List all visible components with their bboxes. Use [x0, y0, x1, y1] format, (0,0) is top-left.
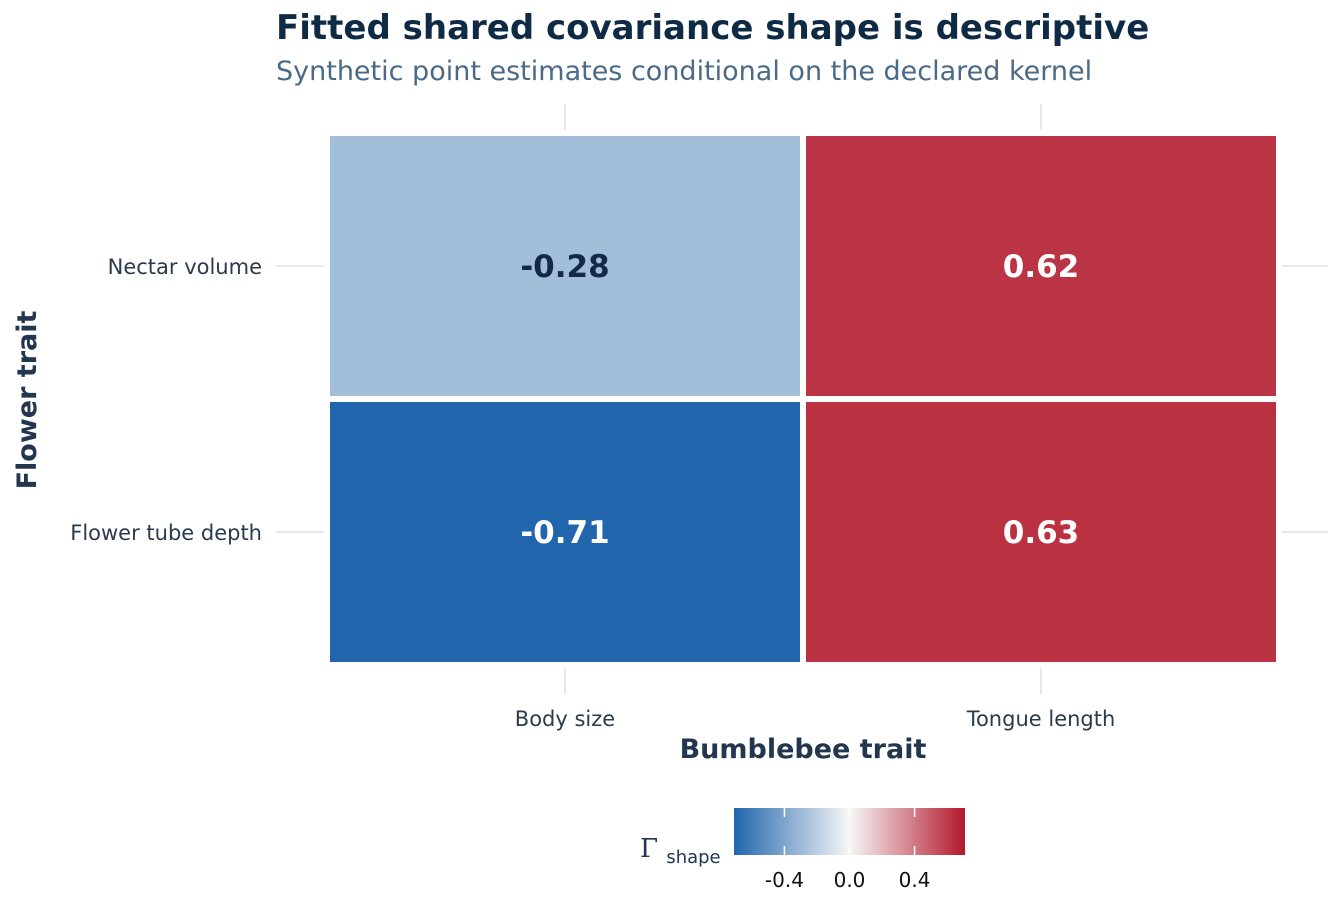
y-tick-label: Nectar volume — [108, 255, 262, 279]
x-tick-label: Tongue length — [966, 707, 1116, 731]
y-tick-label: Flower tube depth — [70, 521, 262, 545]
y-axis-title: Flower trait — [12, 310, 43, 489]
legend-tick-label: 0.0 — [834, 868, 866, 892]
cell-labels: -0.28 0.62 -0.71 0.63 — [520, 249, 1079, 551]
cell-value-label: 0.62 — [1003, 249, 1080, 285]
cell-value-label: -0.71 — [520, 515, 609, 551]
chart-subtitle: Synthetic point estimates conditional on… — [276, 56, 1093, 87]
heatmap-cell — [800, 396, 1282, 668]
legend-title: Γ shape — [640, 834, 721, 868]
x-axis-ticks: Body size Tongue length — [515, 707, 1116, 731]
y-axis-ticks: Nectar volume Flower tube depth — [70, 255, 262, 545]
chart-title: Fitted shared covariance shape is descri… — [276, 8, 1150, 48]
color-legend: Γ shape -0.4 0.0 0.4 — [640, 808, 965, 892]
heatmap-cells — [324, 130, 1282, 668]
heatmap-cell — [800, 130, 1282, 402]
legend-tick-label: 0.4 — [899, 868, 931, 892]
x-axis-title: Bumblebee trait — [680, 734, 927, 765]
cell-value-label: -0.28 — [520, 249, 609, 285]
x-tick-label: Body size — [515, 707, 615, 731]
panel-border — [325, 131, 1281, 667]
cell-value-label: 0.63 — [1003, 515, 1080, 551]
legend-title-subscript: shape — [666, 847, 720, 868]
legend-ticks: -0.4 0.0 0.4 — [765, 808, 931, 892]
legend-tick-label: -0.4 — [765, 868, 804, 892]
